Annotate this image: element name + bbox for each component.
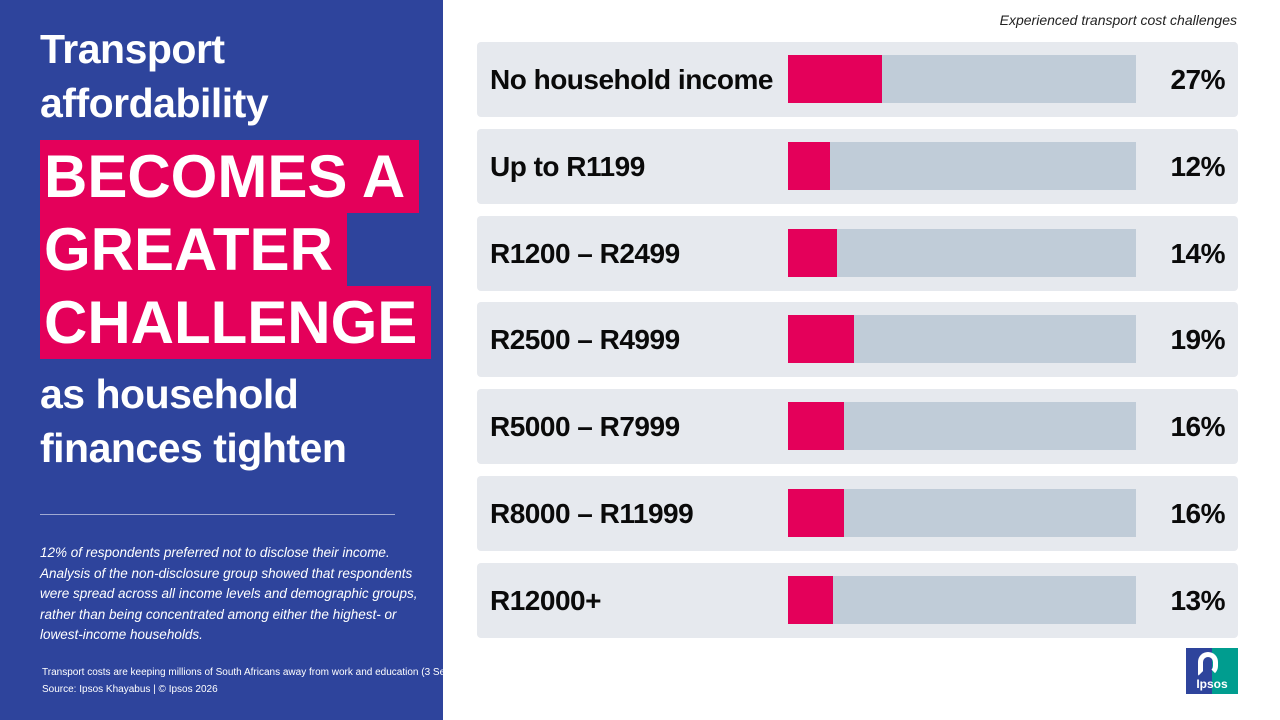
ipsos-logo: Ipsos	[1186, 648, 1238, 694]
footer-source: Source: Ipsos Khayabus | © Ipsos 2026	[42, 684, 218, 695]
divider	[40, 514, 395, 515]
category-label: No household income	[490, 64, 773, 95]
bar-track	[788, 489, 1136, 537]
logo-text: Ipsos	[1196, 677, 1228, 691]
bar-chart: No household income 27% Up to R1199 12% R120…	[477, 42, 1238, 638]
value-label: 13%	[1170, 584, 1225, 616]
value-label: 14%	[1170, 237, 1225, 269]
bar	[788, 315, 855, 364]
bar-track	[788, 575, 1136, 624]
highlight-line-1: BECOMES A	[40, 140, 420, 213]
bar-track	[788, 315, 1136, 364]
headline-line-1: Transport	[40, 26, 225, 72]
category-label: R5000 – R7999	[490, 411, 680, 443]
chart-row: R12000+ 13%	[477, 562, 1238, 638]
value-label: 12%	[1170, 150, 1225, 182]
value-label: 27%	[1170, 64, 1225, 95]
chart-row: R2500 – R4999 19%	[477, 302, 1238, 378]
disclosure-note: 12% of respondents preferred not to disc…	[40, 545, 418, 642]
chart-row: Up to R1199 12%	[477, 128, 1238, 204]
bar	[788, 489, 844, 537]
chart-row: R5000 – R7999 16%	[477, 389, 1238, 465]
bar-track	[788, 402, 1136, 451]
category-label: Up to R1199	[490, 150, 645, 182]
bar	[788, 575, 834, 624]
headline-line-2: affordability	[40, 80, 269, 126]
chart-row: R1200 – R2499 14%	[477, 215, 1238, 291]
bar-track	[788, 55, 1136, 103]
chart-row: No household income 27%	[477, 42, 1238, 117]
bar-track	[788, 141, 1136, 190]
value-label: 19%	[1170, 324, 1225, 356]
highlight-line-3: CHALLENGE	[40, 286, 432, 359]
bar	[788, 55, 882, 103]
category-label: R12000+	[490, 584, 601, 616]
bar	[788, 141, 830, 190]
footer: Transport costs are keeping millions of …	[42, 664, 562, 698]
highlight-line-2: GREATER	[40, 213, 347, 286]
category-label: R8000 – R11999	[490, 498, 694, 529]
left-panel: Transport affordability BECOMES A GREATE…	[0, 0, 443, 720]
headline: Transport affordability BECOMES A GREATE…	[40, 22, 432, 475]
chart-title: Experienced transport cost challenges	[999, 12, 1237, 28]
bar-track	[788, 228, 1136, 277]
headline-highlight: BECOMES A GREATER CHALLENGE	[40, 140, 432, 359]
bar	[788, 402, 844, 451]
category-label: R2500 – R4999	[490, 324, 680, 356]
chart-row: R8000 – R11999 16%	[477, 476, 1238, 551]
logo-swirl-icon	[1198, 652, 1218, 676]
category-label: R1200 – R2499	[490, 237, 680, 269]
footer-citation: Transport costs are keeping millions of …	[42, 667, 511, 678]
value-label: 16%	[1170, 498, 1225, 529]
headline-line-3: as household	[40, 371, 299, 417]
value-label: 16%	[1170, 411, 1225, 443]
headline-line-4: finances tighten	[40, 425, 347, 471]
bar	[788, 228, 837, 277]
